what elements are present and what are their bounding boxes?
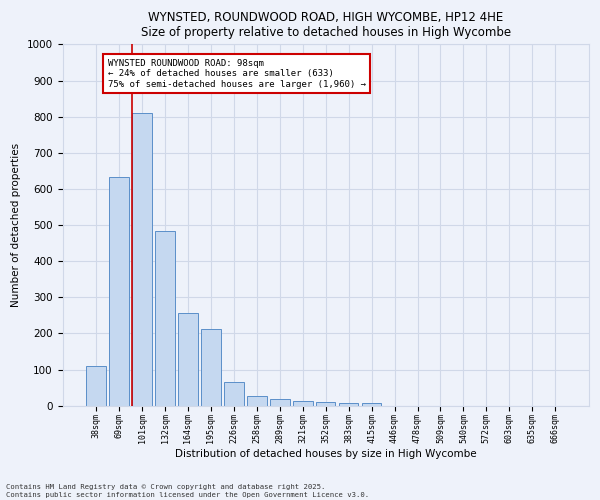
Bar [86,366,106,406]
Bar [362,403,382,406]
Bar [224,382,244,406]
Bar [201,329,221,406]
Bar [270,399,290,406]
Title: WYNSTED, ROUNDWOOD ROAD, HIGH WYCOMBE, HP12 4HE
Size of property relative to det: WYNSTED, ROUNDWOOD ROAD, HIGH WYCOMBE, H… [140,11,511,39]
Bar [133,113,152,406]
Bar [178,313,198,406]
Text: Contains HM Land Registry data © Crown copyright and database right 2025.
Contai: Contains HM Land Registry data © Crown c… [6,484,369,498]
Text: WYNSTED ROUNDWOOD ROAD: 98sqm
← 24% of detached houses are smaller (633)
75% of : WYNSTED ROUNDWOOD ROAD: 98sqm ← 24% of d… [107,59,365,88]
Bar [293,402,313,406]
X-axis label: Distribution of detached houses by size in High Wycombe: Distribution of detached houses by size … [175,449,476,459]
Bar [316,402,335,406]
Bar [155,231,175,406]
Bar [109,177,129,406]
Bar [247,396,266,406]
Y-axis label: Number of detached properties: Number of detached properties [11,143,21,307]
Bar [339,403,358,406]
